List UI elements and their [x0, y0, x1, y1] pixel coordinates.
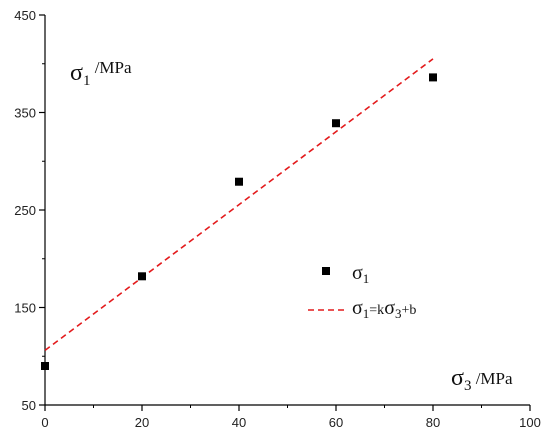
y-axis-title: σ1 /MPa: [70, 58, 132, 89]
x-axis-title: σ3 /MPa: [451, 365, 513, 394]
legend-points-symbol: σ: [352, 262, 363, 284]
x-tick-label: 0: [41, 415, 48, 430]
y-tick-label: 50: [22, 398, 36, 413]
data-point: [138, 272, 146, 281]
series-layer: [41, 58, 437, 370]
legend-marker-points: [322, 267, 330, 275]
legend-fit-rhs-symbol: σ: [384, 297, 395, 319]
x-axis-title-symbol: σ: [451, 365, 464, 391]
legend-fit-rhs-sub: 3: [395, 306, 402, 321]
ticks-layer: 0 20 40 60 80 100 50 150 250 350 450: [14, 8, 541, 430]
x-tick-label: 20: [135, 415, 149, 430]
legend-points-sub: 1: [363, 271, 370, 286]
y-tick-label: 150: [14, 301, 36, 316]
legend-fit-lhs-symbol: σ: [352, 297, 363, 319]
legend-fit-tail: +b: [401, 303, 416, 318]
y-tick-label: 450: [14, 8, 36, 23]
y-tick-label: 350: [14, 106, 36, 121]
legend: σ1 σ1=kσ3+b: [308, 262, 416, 321]
x-axis-title-sub: 3: [464, 378, 472, 394]
x-tick-label: 40: [232, 415, 246, 430]
data-point: [332, 119, 340, 128]
y-axis-title-unit: /MPa: [90, 58, 132, 77]
x-tick-label: 100: [519, 415, 541, 430]
legend-fit-eq: =k: [369, 303, 384, 318]
data-point: [235, 177, 243, 186]
x-axis-title-unit: /MPa: [471, 369, 513, 388]
x-tick-label: 60: [329, 415, 343, 430]
data-point: [429, 73, 437, 82]
legend-label-fit-line: σ1=kσ3+b: [352, 297, 416, 321]
data-point: [41, 362, 49, 370]
legend-label-points: σ1: [352, 262, 369, 286]
y-axis-title-symbol: σ: [70, 60, 83, 86]
y-axis-title-sub: 1: [83, 73, 91, 89]
y-tick-label: 250: [14, 203, 36, 218]
legend-fit-lhs-sub: 1: [363, 306, 370, 321]
x-tick-label: 80: [426, 415, 440, 430]
fit-line: [44, 58, 434, 352]
